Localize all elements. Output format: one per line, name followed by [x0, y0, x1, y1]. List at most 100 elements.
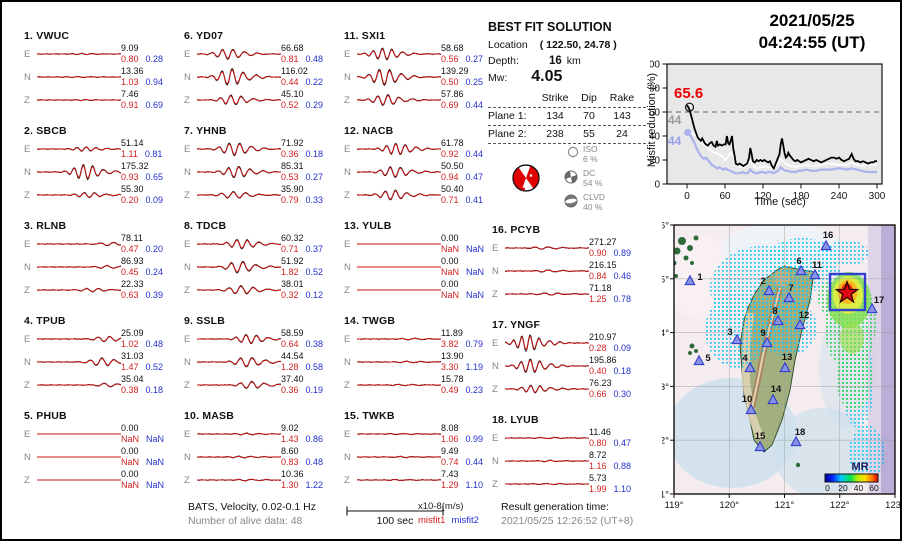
channel-label: E	[344, 143, 351, 155]
waveform-row: Z 35.90 0.79 0.33	[184, 184, 342, 206]
misfit2-value: 1.10	[613, 484, 632, 494]
amplitude-misfit-values: 60.32 0.71 0.37	[281, 234, 340, 254]
misfit2-value: NaN	[146, 457, 165, 467]
misfit-values: 0.52 0.29	[281, 99, 340, 110]
misfit1-value: 0.79	[281, 195, 299, 205]
channel-label: E	[492, 242, 499, 254]
waveform-trace	[37, 456, 121, 458]
waveform-trace	[37, 75, 122, 79]
waveform-row: N 85.31 0.53 0.27	[184, 161, 342, 183]
station-header: 2. SBCB	[24, 125, 67, 137]
waveform-trace	[197, 455, 282, 459]
station-header: 9. SSLB	[184, 315, 226, 327]
station-header: 14. TWGB	[344, 315, 396, 327]
misfit-values: 3.82 0.79	[441, 338, 500, 349]
station-header: 8. TDCB	[184, 220, 227, 232]
waveform-row: Z 45.10 0.52 0.29	[184, 89, 342, 111]
time-scale-bar	[346, 506, 444, 516]
waveform-trace	[197, 432, 282, 436]
peak-amplitude-value: 116.02	[281, 66, 308, 76]
data-description: BATS, Velocity, 0.02-0.1 Hz	[188, 501, 316, 513]
station-block: 11. SXI1 E 58.68 0.56 0.27 N 139.29 0.50 0.25 Z 57…	[344, 30, 502, 122]
waveform-row: Z 50.40 0.71 0.41	[344, 184, 502, 206]
peak-amplitude-value: 9.49	[441, 446, 459, 456]
misfit1-value: NaN	[441, 290, 460, 300]
misfit-x-axis-label: Time (sec)	[754, 196, 806, 208]
peak-amplitude-value: 57.86	[441, 89, 464, 99]
amplitude-misfit-values: 35.90 0.79 0.33	[281, 185, 340, 205]
misfit1-value: 1.28	[281, 362, 299, 372]
misfit1-value: 0.80	[121, 54, 139, 64]
misfit2-value: 1.10	[465, 480, 484, 490]
misfit-values: 0.66 0.30	[589, 388, 648, 399]
amplitude-misfit-values: 61.78 0.92 0.44	[441, 139, 500, 159]
misfit-values: 0.80 0.47	[589, 437, 648, 448]
channel-label: N	[24, 356, 31, 368]
misfit2-value: 0.28	[145, 54, 164, 64]
channel-label: E	[344, 238, 351, 250]
waveform-trace	[197, 190, 282, 199]
clvd-text: CLVD 40 %	[583, 192, 605, 212]
misfit2-value: 0.27	[305, 172, 324, 182]
misfit2-value: 0.46	[613, 271, 632, 281]
misfit-values: 0.36 0.19	[281, 384, 340, 395]
misfit2-value: 0.22	[305, 77, 324, 87]
waveform-trace	[197, 142, 282, 157]
misfit2-value: 0.29	[305, 100, 324, 110]
peak-amplitude-value: 0.00	[121, 469, 139, 479]
misfit1-value: 0.44	[281, 77, 299, 87]
misfit1-value: 0.40	[589, 366, 607, 376]
misfit2-value: 0.41	[465, 195, 484, 205]
amplitude-misfit-values: 7.43 1.29 1.10	[441, 470, 500, 490]
misfit-annotation: 44	[668, 134, 682, 148]
plane2-strike: 238	[546, 128, 564, 140]
misfit1-value: 0.20	[121, 195, 139, 205]
waveform-trace	[197, 357, 282, 368]
misfit-series-line	[686, 130, 877, 170]
waveform-trace	[505, 246, 590, 250]
misfit2-value: NaN	[466, 290, 485, 300]
amplitude-unit: x10-8(m/s)	[418, 501, 464, 512]
misfit-values: 1.82 0.52	[281, 266, 340, 277]
waveform-trace	[505, 358, 590, 374]
location-row: Location ( 122.50, 24.78 )	[488, 39, 617, 51]
waveform-row: E 0.00 NaN NaN	[24, 423, 182, 445]
misfit2-value: 0.48	[305, 457, 324, 467]
waveform-trace	[357, 478, 442, 482]
waveform-trace	[197, 478, 282, 482]
misfit-values: 0.71 0.41	[441, 194, 500, 205]
peak-amplitude-value: 55.30	[121, 184, 144, 194]
misfit2-value: 0.44	[465, 149, 484, 159]
waveform-trace	[37, 52, 122, 56]
channel-label: E	[344, 333, 351, 345]
epicenter-star	[834, 280, 860, 304]
map-station-marker	[790, 435, 802, 447]
station-header: 16. PCYB	[492, 224, 541, 236]
map-station-number: 10	[742, 394, 753, 405]
amplitude-misfit-values: 57.86 0.69 0.44	[441, 90, 500, 110]
misfit2-value: 0.09	[613, 343, 632, 353]
station-header: 7. YHNB	[184, 125, 227, 137]
peak-amplitude-value: 38.01	[281, 279, 304, 289]
station-block: 13. YULB E 0.00 NaN NaN N 0.00 NaN NaN Z 0.00 NaN Na…	[344, 220, 502, 312]
amplitude-misfit-values: 116.02 0.44 0.22	[281, 67, 340, 87]
channel-label: E	[184, 48, 191, 60]
amplitude-misfit-values: 9.09 0.80 0.28	[121, 44, 180, 64]
waveform-row: N 116.02 0.44 0.22	[184, 66, 342, 88]
amplitude-misfit-values: 50.50 0.94 0.47	[441, 162, 500, 182]
peak-amplitude-value: 22.33	[121, 279, 144, 289]
waveform-row: N 13.90 3.30 1.19	[344, 351, 502, 373]
waveform-row: N 139.29 0.50 0.25	[344, 66, 502, 88]
misfit1-value: 0.81	[281, 54, 299, 64]
peak-amplitude-value: 86.93	[121, 256, 144, 266]
amplitude-misfit-values: 9.02 1.43 0.86	[281, 424, 340, 444]
peak-amplitude-value: 58.68	[441, 43, 464, 53]
misfit2-value: 0.18	[613, 366, 632, 376]
peak-amplitude-value: 51.92	[281, 256, 304, 266]
station-block: 12. NACB E 61.78 0.92 0.44 N 50.50 0.94 0.47 Z 50.…	[344, 125, 502, 217]
mr-colorbar	[824, 473, 879, 483]
x-tick-label: 240	[831, 191, 848, 202]
misfit-values: 1.16 0.88	[589, 460, 648, 471]
peak-amplitude-value: 85.31	[281, 161, 304, 171]
map-station-number: 12	[799, 310, 810, 321]
